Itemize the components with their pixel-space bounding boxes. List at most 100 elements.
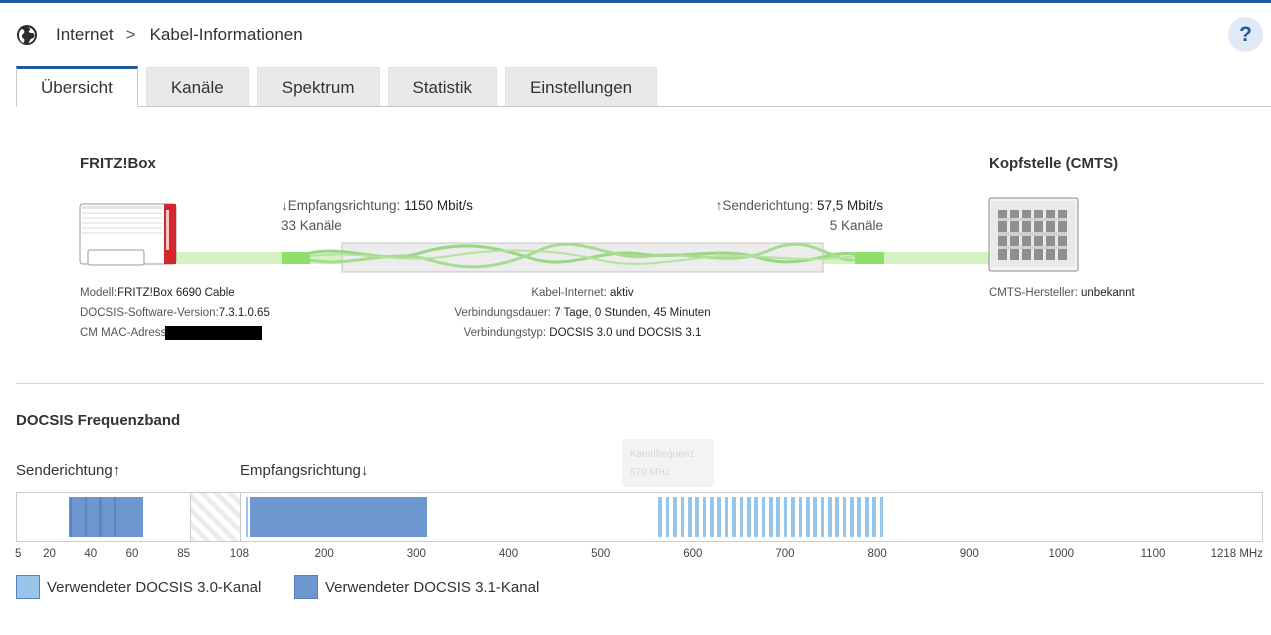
downstream-channel[interactable] <box>798 497 803 537</box>
downstream-channel[interactable] <box>842 497 847 537</box>
downstream-channel[interactable] <box>820 497 825 537</box>
mac-redacted <box>165 326 262 340</box>
tab-einstellungen[interactable]: Einstellungen <box>505 67 658 107</box>
axis-tick-label: 800 <box>867 548 887 560</box>
downstream-channel[interactable] <box>724 497 729 537</box>
cmts-vendor-label: CMTS-Hersteller: <box>989 287 1078 299</box>
downstream-channel[interactable] <box>805 497 810 537</box>
cmts-vendor-value: unbekannt <box>1081 287 1135 299</box>
tab-bar: Übersicht Kanäle Spektrum Statistik Eins… <box>16 66 665 107</box>
legend-docsis31-swatch <box>294 575 318 599</box>
downstream-channel[interactable] <box>864 497 869 537</box>
downstream-channel[interactable] <box>717 497 722 537</box>
tooltip-title: Kanalfrequenz <box>630 449 695 460</box>
downstream-channel[interactable] <box>658 497 663 537</box>
docsis-version-value: 7.3.1.0.65 <box>218 307 270 319</box>
axis-tick-label: 700 <box>775 548 795 560</box>
band-section-title: DOCSIS Frequenzband <box>16 412 181 429</box>
downstream-channel[interactable] <box>665 497 670 537</box>
downstream-channel[interactable] <box>245 497 248 537</box>
downstream-channel[interactable] <box>850 497 854 537</box>
connection-type: Verbindungstyp: DOCSIS 3.0 und DOCSIS 3.… <box>0 327 1165 339</box>
connection-status-value: aktiv <box>609 287 634 299</box>
connection-status-label: Kabel-Internet: <box>531 287 607 299</box>
downstream-channels: 33 Kanäle <box>281 218 342 233</box>
downstream-channel[interactable] <box>857 497 862 537</box>
band-gap-hatch <box>190 493 240 541</box>
model-value: FRITZ!Box 6690 Cable <box>117 287 235 299</box>
mac-label: CM MAC-Adresse: <box>80 327 176 339</box>
axis-tick-label: 600 <box>683 548 703 560</box>
axis-tick-label: 1100 <box>1140 548 1166 560</box>
model-label: Modell: <box>80 287 118 299</box>
docsis-version-info: DOCSIS-Software-Version:7.3.1.0.65 <box>80 307 270 319</box>
axis-tick-label: 900 <box>959 548 979 560</box>
downstream-docsis31-block[interactable] <box>250 497 428 537</box>
mac-info: CM MAC-Adresse: <box>80 327 176 339</box>
downstream-channel[interactable] <box>783 497 788 537</box>
downstream-channel[interactable] <box>761 497 766 537</box>
axis-tick-label: 85 <box>177 548 190 560</box>
downstream-channel[interactable] <box>769 497 773 537</box>
axis-tick-label: 500 <box>591 548 611 560</box>
fritzbox-device-icon <box>79 203 177 266</box>
connection-type-value: DOCSIS 3.0 und DOCSIS 3.1 <box>549 327 702 339</box>
cable-highlight-left <box>282 252 310 264</box>
downstream-channel[interactable] <box>754 497 758 537</box>
downstream-channel[interactable] <box>827 497 832 537</box>
docsis-version-label: DOCSIS-Software-Version: <box>80 307 219 319</box>
downstream-channel[interactable] <box>776 497 781 537</box>
upstream-channel[interactable] <box>69 497 72 537</box>
connection-type-label: Verbindungstyp: <box>463 327 547 339</box>
axis-tick-label: 108 <box>229 548 249 560</box>
upstream-rate: ↑Senderichtung: 57,5 Mbit/s <box>716 198 883 213</box>
tab-statistik[interactable]: Statistik <box>387 67 498 107</box>
downstream-channel[interactable] <box>746 497 751 537</box>
downstream-channel[interactable] <box>687 497 692 537</box>
breadcrumb: Internet > Kabel-Informationen <box>16 22 303 48</box>
downstream-channel[interactable] <box>710 497 714 537</box>
downstream-label: ↓Empfangsrichtung: <box>281 198 401 213</box>
downstream-value: 1150 Mbit/s <box>404 198 473 213</box>
fritzbox-title: FRITZ!Box <box>80 155 156 172</box>
upstream-channel[interactable] <box>85 497 88 537</box>
axis-tick-label: 1218 MHz <box>1210 548 1263 560</box>
cmts-vendor-info: CMTS-Hersteller: unbekannt <box>989 287 1135 299</box>
connection-duration-value: 7 Tage, 0 Stunden, 45 Minuten <box>554 307 711 319</box>
upstream-channels: 5 Kanäle <box>829 218 883 233</box>
downstream-channel[interactable] <box>879 497 884 537</box>
downstream-channel[interactable] <box>732 497 736 537</box>
downstream-rate: ↓Empfangsrichtung: 1150 Mbit/s <box>281 198 473 213</box>
downstream-channel[interactable] <box>835 497 840 537</box>
page-title: Kabel-Informationen <box>149 25 303 44</box>
help-button[interactable]: ? <box>1228 17 1263 52</box>
frequency-axis: 5 20 40 60 85 108 200 300 400 500 600 700 800 900 1000… <box>0 548 1271 564</box>
downstream-channel[interactable] <box>702 497 707 537</box>
model-info: Modell:FRITZ!Box 6690 Cable <box>80 287 235 299</box>
legend-docsis30: Verwendeter DOCSIS 3.0-Kanal <box>16 575 261 599</box>
axis-tick-label: 400 <box>498 548 519 560</box>
legend-docsis30-swatch <box>16 575 40 599</box>
upstream-channel[interactable] <box>99 497 102 537</box>
axis-tick-label: 40 <box>84 548 98 560</box>
downstream-channel[interactable] <box>680 497 685 537</box>
downstream-channel[interactable] <box>791 497 795 537</box>
upstream-channel[interactable] <box>113 497 116 537</box>
section-divider <box>16 383 1264 384</box>
legend-docsis31: Verwendeter DOCSIS 3.1-Kanal <box>294 575 539 599</box>
downstream-channel[interactable] <box>739 497 744 537</box>
legend-docsis30-label: Verwendeter DOCSIS 3.0-Kanal <box>47 578 262 596</box>
upstream-docsis31-block[interactable] <box>68 497 143 537</box>
downstream-channel[interactable] <box>673 497 677 537</box>
connection-diagram <box>79 197 1079 273</box>
breadcrumb-section[interactable]: Internet <box>56 25 114 44</box>
downstream-channel[interactable] <box>695 497 699 537</box>
tab-spektrum[interactable]: Spektrum <box>256 67 380 107</box>
downstream-channel[interactable] <box>872 497 876 537</box>
tab-uebersicht[interactable]: Übersicht <box>16 66 138 107</box>
tab-kanaele[interactable]: Kanäle <box>145 67 249 107</box>
frequency-band[interactable] <box>16 492 1263 542</box>
downstream-channel[interactable] <box>813 497 817 537</box>
axis-tick-label: 1000 <box>1048 548 1075 560</box>
cable-highlight-right <box>855 252 884 264</box>
